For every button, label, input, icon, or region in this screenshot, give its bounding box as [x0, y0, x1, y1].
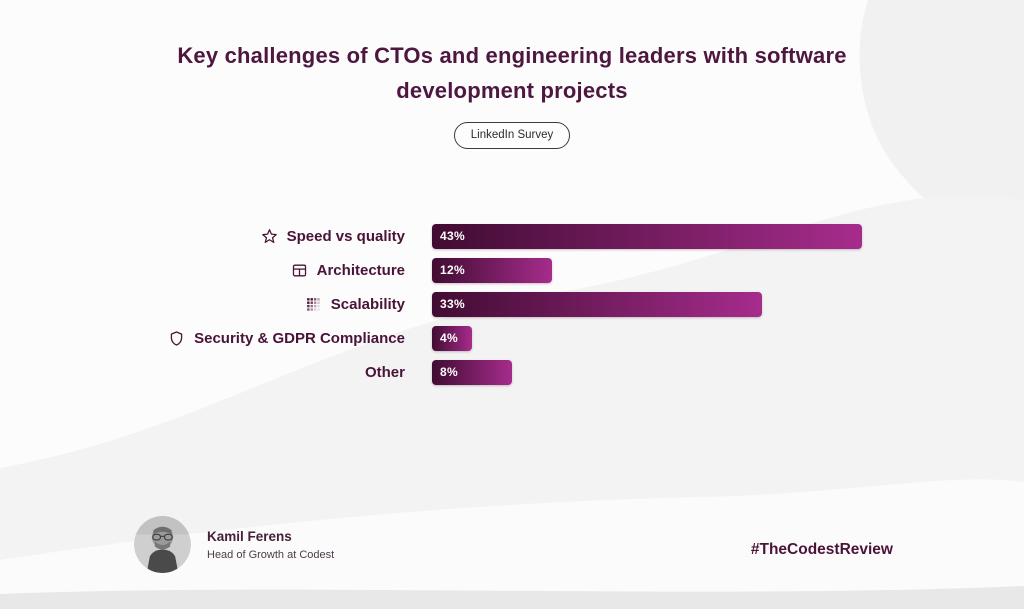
scalability-icon: [305, 296, 322, 313]
hashtag: #TheCodestReview: [750, 541, 893, 558]
category-label-cell: Other: [0, 364, 405, 381]
bar-cell: 33%: [432, 291, 762, 317]
bar-chart: Speed vs quality 43%: [0, 223, 1024, 393]
value-label: 4%: [440, 331, 458, 345]
bar-cell: 43%: [432, 223, 862, 249]
category-label: Security & GDPR Compliance: [194, 329, 405, 347]
chart-row: Security & GDPR Compliance 4%: [0, 325, 1024, 351]
star-icon: [261, 228, 278, 245]
chart-row: Other 8%: [0, 359, 1024, 385]
chart-bar: 12%: [432, 257, 552, 283]
author-role: Head of Growth at Codest: [207, 548, 335, 561]
chart-row: Architecture 12%: [0, 257, 1024, 283]
bar-cell: 12%: [432, 257, 552, 283]
page-title: Key challenges of CTOs and engineering l…: [177, 43, 847, 103]
author-name: Kamil Ferens: [207, 528, 292, 544]
category-label: Other: [364, 363, 405, 381]
architecture-icon: [291, 262, 308, 279]
category-label-cell: Scalability: [0, 296, 405, 313]
shield-icon: [168, 330, 185, 347]
chart-bar: 33%: [432, 291, 762, 317]
avatar: [134, 516, 191, 573]
author-block: Kamil Ferens Head of Growth at Codest: [134, 516, 334, 573]
value-label: 43%: [440, 229, 465, 243]
chart-bar: 43%: [432, 223, 862, 249]
survey-badge: LinkedIn Survey: [453, 122, 571, 149]
value-label: 33%: [440, 297, 465, 311]
value-label: 12%: [440, 263, 465, 277]
category-label-cell: Architecture: [0, 262, 405, 279]
badge-wrap: LinkedIn Survey: [0, 122, 1024, 149]
bar-cell: 4%: [432, 325, 472, 351]
page-title-wrap: Key challenges of CTOs and engineering l…: [0, 38, 1024, 108]
chart-bar: 4%: [432, 325, 472, 351]
category-label: Architecture: [316, 261, 405, 279]
category-label: Speed vs quality: [286, 227, 405, 245]
chart-row: Speed vs quality 43%: [0, 223, 1024, 249]
bar-cell: 8%: [432, 359, 512, 385]
chart-row: Scalability 33%: [0, 291, 1024, 317]
category-label-cell: Speed vs quality: [0, 228, 405, 245]
value-label: 8%: [440, 365, 458, 379]
category-label-cell: Security & GDPR Compliance: [0, 330, 405, 347]
chart-bar: 8%: [432, 359, 512, 385]
author-meta: Kamil Ferens Head of Growth at Codest: [207, 529, 334, 561]
category-label: Scalability: [330, 295, 405, 313]
